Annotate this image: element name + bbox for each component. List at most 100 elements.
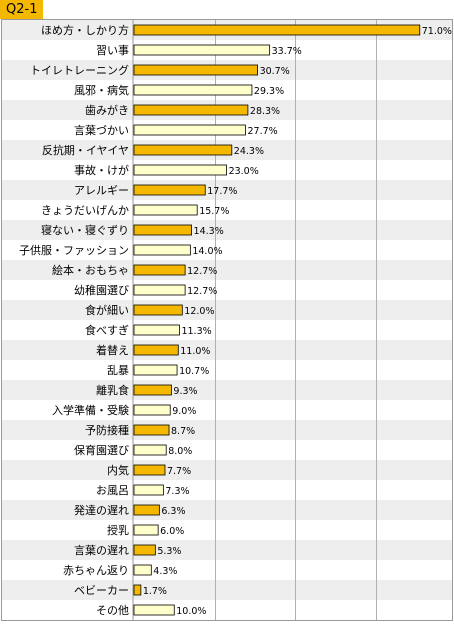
value-label: 11.3% — [181, 326, 211, 337]
category-label: 離乳食 — [96, 383, 129, 397]
value-label: 10.0% — [176, 606, 206, 617]
value-label: 14.3% — [194, 226, 224, 237]
value-label: 9.3% — [173, 386, 197, 397]
category-label: 赤ちゃん返り — [63, 564, 129, 577]
category-label: 食が細い — [85, 303, 129, 317]
category-label: 言葉づかい — [74, 123, 129, 137]
category-label: お風呂 — [96, 484, 129, 497]
category-label: 風邪・病気 — [74, 83, 129, 97]
category-label: 絵本・おもちゃ — [52, 263, 129, 277]
category-label: アレルギー — [74, 184, 129, 197]
bar — [133, 344, 179, 356]
bar — [133, 444, 167, 456]
bar — [133, 24, 421, 36]
bar — [133, 384, 172, 396]
bar — [133, 504, 160, 516]
category-label: 予防接種 — [85, 423, 129, 437]
bar — [133, 44, 271, 56]
category-label: 入学準備・受験 — [52, 403, 129, 417]
row-background — [2, 220, 452, 240]
value-label: 33.7% — [272, 46, 302, 57]
value-label: 17.7% — [207, 186, 237, 197]
bar — [133, 404, 171, 416]
value-label: 10.7% — [179, 366, 209, 377]
value-label: 28.3% — [250, 106, 280, 117]
value-label: 12.7% — [187, 266, 217, 277]
value-label: 71.0% — [422, 26, 452, 37]
bar — [133, 64, 258, 76]
category-label: ほめ方・しかり方 — [41, 23, 129, 37]
row-background — [2, 540, 452, 560]
value-label: 12.0% — [184, 306, 214, 317]
bar — [133, 84, 253, 96]
value-label: 8.7% — [171, 426, 195, 437]
row-background — [2, 580, 452, 600]
bar — [133, 484, 164, 496]
bar — [133, 124, 246, 136]
question-label: Q2-1 — [0, 0, 44, 19]
bar — [133, 164, 227, 176]
value-label: 12.7% — [187, 286, 217, 297]
bar — [133, 304, 183, 316]
row-background — [2, 300, 452, 320]
category-label: 幼稚園選び — [74, 284, 129, 297]
value-label: 23.0% — [229, 166, 259, 177]
category-label: 授乳 — [107, 523, 129, 537]
bar — [133, 424, 170, 436]
value-label: 7.3% — [165, 486, 189, 497]
chart-frame: ほめ方・しかり方 71.0% 習い事 33.7% トイレトレーニング 30.7% 風邪・病気… — [1, 19, 453, 621]
bar — [133, 104, 249, 116]
bar — [133, 144, 233, 156]
value-label: 6.0% — [160, 526, 184, 537]
bar — [133, 524, 159, 536]
value-label: 1.7% — [143, 586, 167, 597]
category-label: 発達の遅れ — [74, 503, 129, 517]
value-label: 15.7% — [199, 206, 229, 217]
bar — [133, 264, 186, 276]
category-label: ベビーカー — [74, 584, 129, 597]
value-label: 14.0% — [192, 246, 222, 257]
row-background — [2, 340, 452, 360]
category-label: 反抗期・イヤイヤ — [42, 143, 129, 157]
bar — [133, 604, 175, 616]
category-label: 着替え — [96, 343, 129, 357]
row-background — [2, 260, 452, 280]
row-background — [2, 500, 452, 520]
category-label: 習い事 — [96, 44, 129, 57]
category-label: 事故・けが — [74, 163, 129, 177]
row-background — [2, 380, 452, 400]
value-label: 5.3% — [157, 546, 181, 557]
bar — [133, 364, 178, 376]
category-label: 内気 — [107, 463, 129, 477]
category-label: その他 — [96, 604, 129, 617]
value-label: 4.3% — [153, 566, 177, 577]
value-label: 11.0% — [180, 346, 210, 357]
value-label: 7.7% — [167, 466, 191, 477]
bar — [133, 324, 180, 336]
category-label: トイレトレーニング — [30, 63, 129, 77]
category-label: 乱暴 — [107, 364, 129, 377]
row-background — [2, 460, 452, 480]
category-label: きょうだいげんか — [41, 204, 129, 217]
value-label: 24.3% — [234, 146, 264, 157]
category-label: 歯みがき — [85, 103, 129, 117]
bar — [133, 244, 191, 256]
bar — [133, 544, 156, 556]
bar — [133, 284, 186, 296]
row-background — [2, 180, 452, 200]
category-label: 子供服・ファッション — [19, 243, 129, 257]
bar — [133, 204, 198, 216]
value-label: 6.3% — [161, 506, 185, 517]
bar — [133, 564, 152, 576]
value-label: 8.0% — [168, 446, 192, 457]
value-label: 27.7% — [247, 126, 277, 137]
category-label: 寝ない・寝ぐずり — [41, 223, 129, 237]
category-label: 保育園選び — [74, 443, 129, 457]
bar — [133, 184, 206, 196]
value-label: 9.0% — [172, 406, 196, 417]
category-label: 食べすぎ — [85, 323, 129, 337]
bar — [133, 464, 166, 476]
bar — [133, 224, 192, 236]
category-label: 言葉の遅れ — [74, 543, 129, 557]
bar-chart: ほめ方・しかり方 71.0% 習い事 33.7% トイレトレーニング 30.7% 風邪・病気… — [2, 20, 452, 620]
